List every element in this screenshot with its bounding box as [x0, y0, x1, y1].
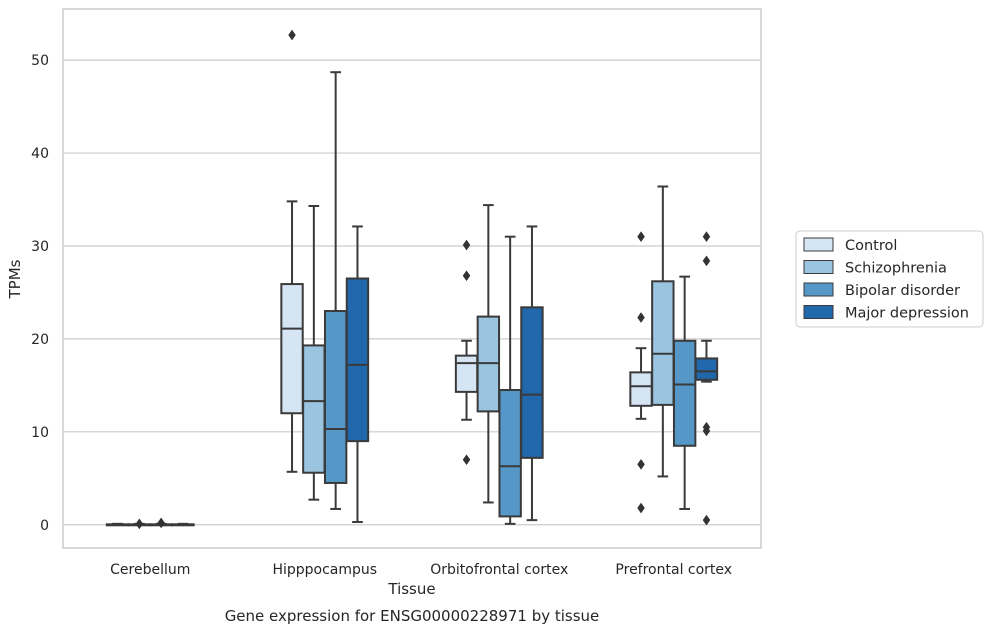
box-group [672, 275, 697, 510]
box-group [629, 231, 653, 514]
plot-frame [62, 8, 762, 549]
outlier-point [462, 454, 471, 466]
x-tick-label: Prefrontal cortex [615, 562, 732, 578]
box-group [127, 518, 152, 530]
box-group [149, 517, 173, 529]
y-axis-label: TPMs [6, 259, 24, 299]
y-tick-label: 50 [31, 53, 49, 69]
x-axis-label: Tissue [387, 580, 435, 598]
y-tick-label: 30 [31, 239, 49, 255]
legend-frame [795, 230, 984, 328]
outlier-point [462, 239, 471, 251]
box [454, 354, 479, 393]
legend-label: Schizophrenia [845, 261, 947, 277]
box-group [651, 185, 675, 478]
x-tick-label: Cerebellum [110, 562, 190, 578]
box [651, 280, 675, 406]
outlier-point [637, 502, 645, 514]
box-group [302, 205, 326, 501]
outlier-point [288, 29, 296, 41]
legend-swatch [803, 237, 834, 252]
legend-label: Major depression [845, 306, 969, 322]
x-tick-label: Orbitofrontal cortex [430, 562, 568, 578]
gridlines [63, 59, 761, 526]
chart-caption: Gene expression for ENSG00000228971 by t… [225, 607, 600, 625]
box [323, 310, 348, 484]
box-group [345, 225, 370, 523]
box-group [476, 204, 501, 504]
box [520, 306, 544, 459]
outlier-point [637, 312, 645, 323]
y-tick-label: 20 [31, 332, 49, 348]
box-group [105, 522, 130, 527]
y-tick-label: 0 [40, 518, 49, 534]
outlier-point [702, 231, 711, 243]
box-groups [105, 29, 719, 530]
box [672, 339, 697, 447]
legend-swatch [803, 260, 834, 274]
outlier-point [637, 231, 645, 243]
outlier-point [637, 458, 645, 470]
outlier-point [157, 517, 165, 529]
y-tick-label: 10 [31, 425, 49, 441]
legend-swatch [803, 282, 834, 297]
box-group [694, 231, 719, 526]
box-group [323, 71, 348, 510]
box-group [171, 522, 195, 527]
legend-label: Bipolar disorder [845, 283, 960, 299]
y-tick-label: 40 [31, 146, 49, 162]
box [280, 283, 304, 415]
box-group [280, 29, 304, 473]
outlier-point [135, 518, 144, 530]
x-tick-labels: Cerebellum Hipppocampus Orbitofrontal cort… [110, 562, 732, 578]
box-group [498, 235, 522, 525]
legend-label: Control [845, 238, 897, 254]
box [345, 277, 370, 443]
y-tick-labels: 0 10 20 30 40 50 [31, 53, 49, 534]
box [498, 389, 522, 518]
legend: Control Schizophrenia Bipolar disorder Majo… [795, 230, 984, 328]
outlier-point [702, 255, 711, 267]
box-group [454, 239, 479, 466]
legend-swatch [803, 305, 834, 319]
box [694, 357, 719, 381]
box-group [520, 225, 544, 522]
box [629, 371, 653, 407]
x-tick-label: Hipppocampus [272, 562, 377, 578]
outlier-point [462, 270, 471, 282]
outlier-point [702, 425, 711, 437]
outlier-point [702, 514, 711, 526]
box [302, 344, 326, 474]
